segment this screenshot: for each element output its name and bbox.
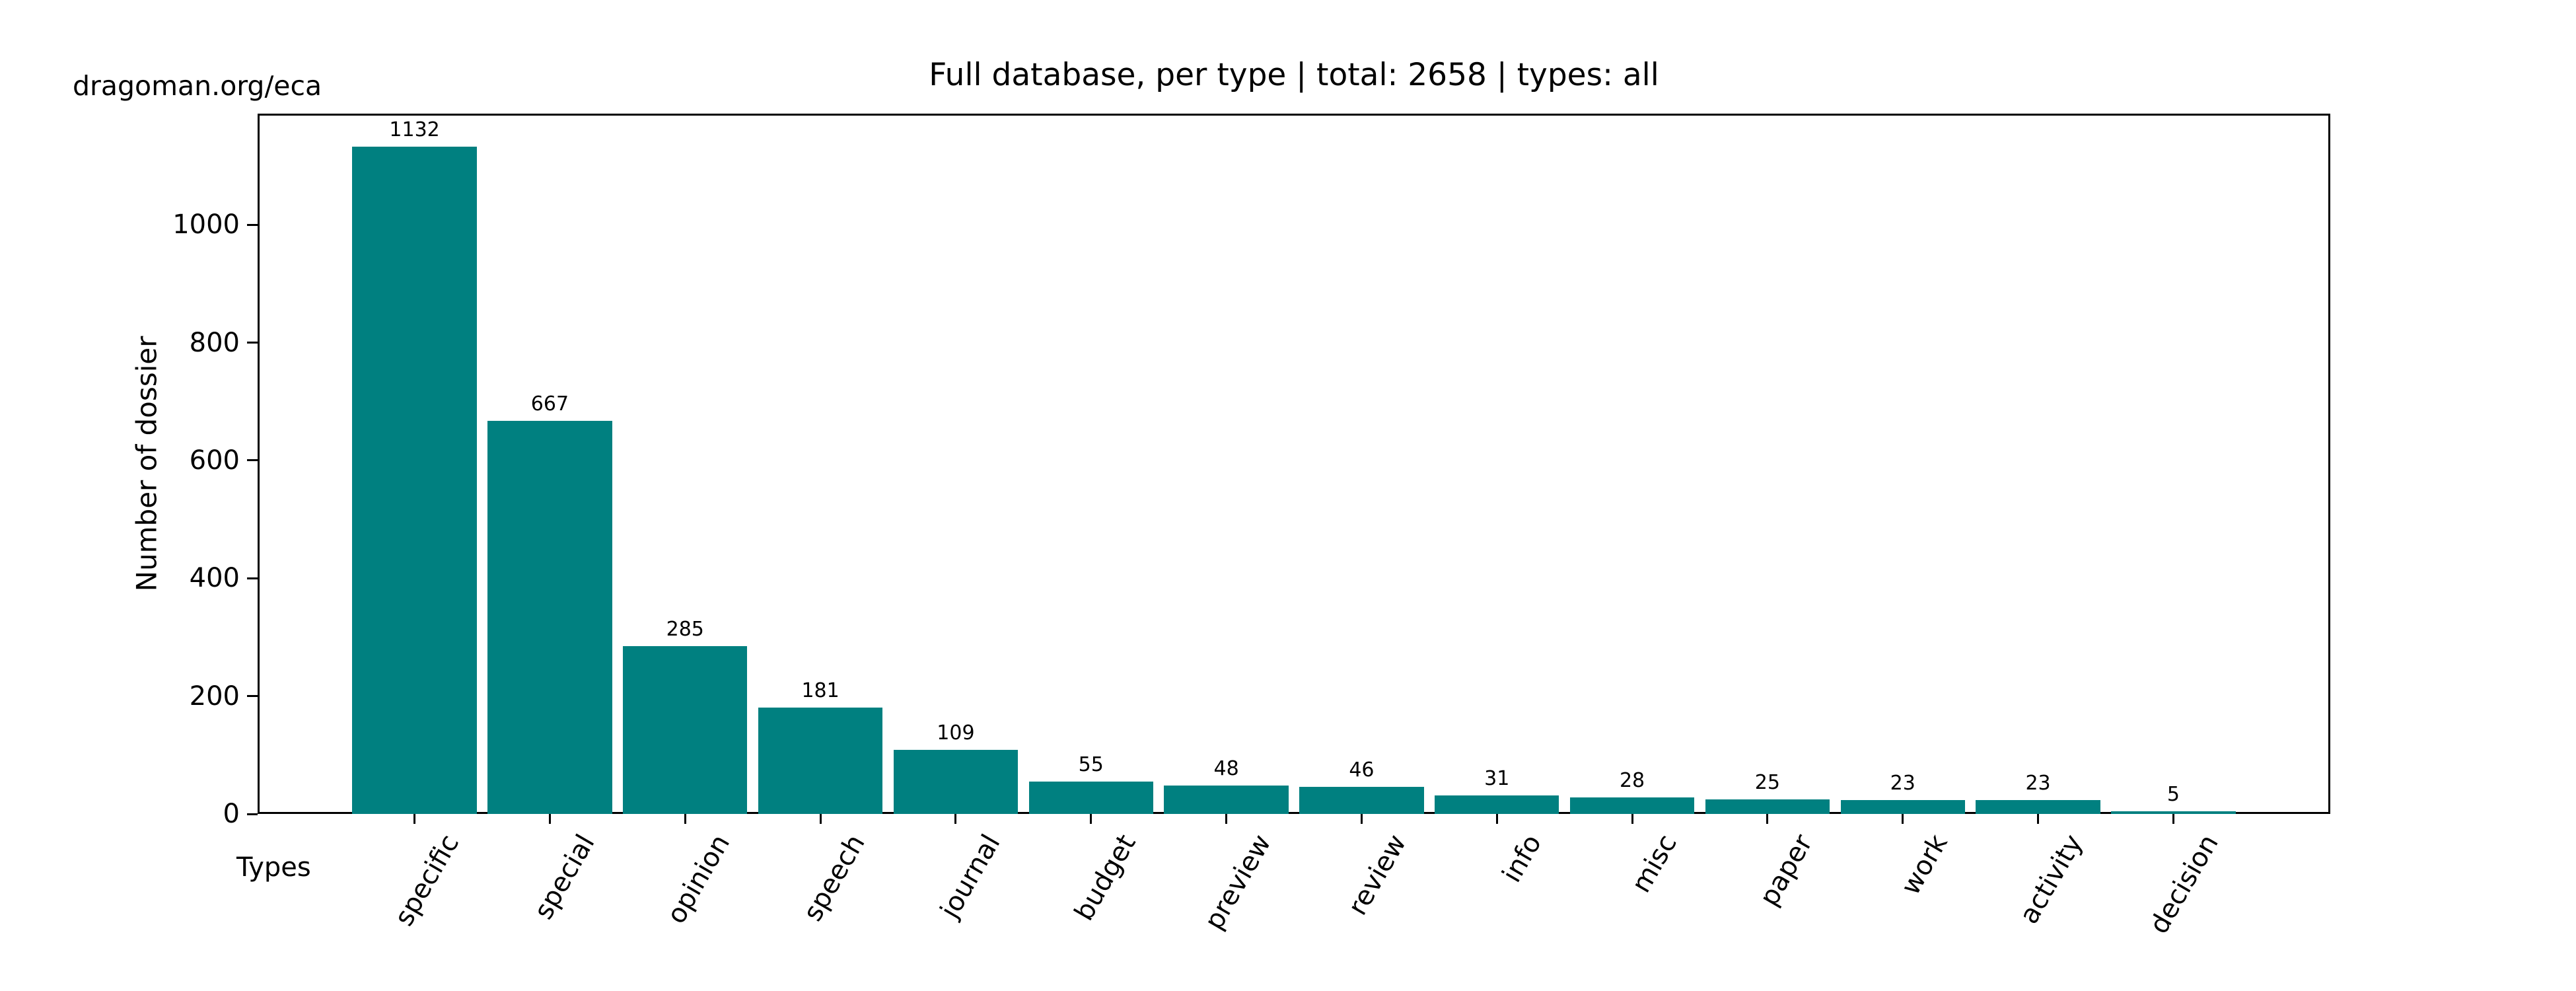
x-tick-mark — [1225, 814, 1228, 824]
x-tick-label: misc — [1626, 829, 1684, 898]
y-tick-label: 800 — [189, 327, 240, 358]
bar-value-label: 109 — [937, 721, 975, 745]
bar-value-label: 46 — [1349, 758, 1375, 782]
x-tick-mark — [1360, 814, 1363, 824]
x-tick-label: preview — [1198, 829, 1277, 936]
x-tick-label: activity — [2013, 829, 2089, 930]
y-tick-mark — [247, 813, 258, 815]
x-tick-label: specific — [389, 829, 466, 932]
chart-title: Full database, per type | total: 2658 | … — [929, 57, 1659, 93]
x-tick-mark — [1495, 814, 1498, 824]
bar — [1435, 795, 1559, 814]
bar — [758, 707, 883, 814]
bar — [1028, 781, 1153, 814]
bar — [2111, 811, 2236, 814]
x-tick-label: special — [528, 829, 601, 925]
x-axis-label: Types — [236, 852, 311, 883]
bar — [1299, 786, 1424, 814]
bar-value-label: 55 — [1078, 752, 1104, 776]
x-tick-label: info — [1496, 829, 1548, 888]
x-tick-mark — [1902, 814, 1904, 824]
x-tick-mark — [2172, 814, 2174, 824]
bar-value-label: 23 — [1890, 772, 1915, 795]
bar-value-label: 5 — [2166, 782, 2180, 806]
x-tick-mark — [413, 814, 416, 824]
bar — [623, 645, 748, 814]
bar — [1569, 797, 1695, 814]
bar — [1840, 800, 1965, 814]
bar-value-label: 667 — [530, 392, 569, 416]
x-tick-label: work — [1895, 829, 1954, 900]
bar-value-label: 285 — [666, 617, 704, 641]
y-tick-mark — [247, 223, 258, 226]
y-tick-label: 400 — [189, 563, 240, 594]
x-tick-label: decision — [2143, 829, 2225, 939]
bar — [893, 749, 1019, 814]
bar — [487, 421, 612, 814]
bar — [1164, 786, 1289, 814]
y-axis-label: Number of dossier — [130, 336, 163, 592]
x-tick-mark — [684, 814, 686, 824]
y-tick-label: 1000 — [172, 209, 240, 240]
bar-value-label: 28 — [1619, 769, 1645, 793]
y-tick-mark — [247, 695, 258, 698]
x-tick-mark — [548, 814, 551, 824]
x-tick-mark — [1631, 814, 1633, 824]
bar-value-label: 31 — [1484, 767, 1510, 791]
y-tick-label: 600 — [189, 445, 240, 476]
y-tick-mark — [247, 459, 258, 462]
y-tick-mark — [247, 342, 258, 344]
watermark-text: dragoman.org/eca — [73, 70, 322, 102]
y-tick-label: 0 — [223, 799, 240, 829]
bar-value-label: 25 — [1754, 770, 1780, 794]
y-tick-label: 200 — [189, 680, 240, 712]
y-tick-mark — [247, 577, 258, 579]
x-tick-label: speech — [797, 829, 872, 927]
x-tick-label: journal — [935, 829, 1007, 924]
bar — [1705, 799, 1830, 814]
x-tick-label: opinion — [661, 829, 736, 930]
x-tick-mark — [2037, 814, 2040, 824]
x-tick-label: paper — [1753, 829, 1818, 912]
plot-area — [258, 114, 2330, 814]
x-tick-mark — [1766, 814, 1769, 824]
bar-value-label: 23 — [2025, 772, 2051, 795]
x-tick-mark — [954, 814, 957, 824]
x-tick-mark — [819, 814, 822, 824]
x-tick-label: review — [1342, 829, 1413, 921]
x-tick-mark — [1090, 814, 1092, 824]
bar — [1976, 800, 2100, 814]
bar-value-label: 48 — [1213, 757, 1239, 781]
bar-value-label: 181 — [801, 679, 840, 702]
x-tick-label: budget — [1068, 829, 1142, 926]
bar-value-label: 1132 — [389, 118, 440, 142]
bar — [352, 147, 477, 814]
